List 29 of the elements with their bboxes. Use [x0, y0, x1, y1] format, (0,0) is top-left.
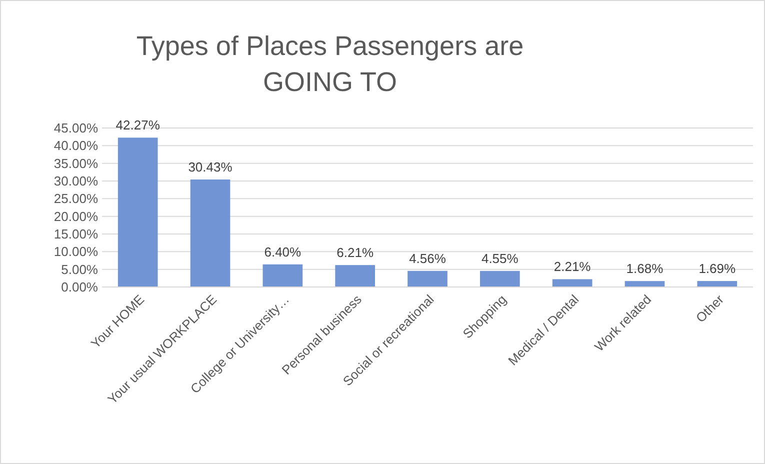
y-tick-label: 5.00% — [61, 262, 98, 277]
data-label: 2.21% — [554, 259, 592, 274]
bar — [262, 264, 303, 287]
bar — [190, 179, 230, 287]
y-tick-label: 0.00% — [61, 280, 98, 295]
chart-title: Types of Places Passengers are GOING TO — [136, 31, 524, 97]
data-label: 6.21% — [336, 245, 374, 260]
bar — [335, 265, 375, 287]
data-label: 1.69% — [698, 261, 736, 276]
bar — [624, 281, 665, 287]
data-label: 4.55% — [481, 250, 519, 266]
bar — [408, 270, 448, 287]
y-tick-label: 35.00% — [54, 156, 98, 171]
y-tick-label: 15.00% — [54, 226, 98, 242]
data-label: 4.56% — [409, 250, 446, 266]
bar — [552, 279, 592, 287]
bar — [697, 281, 738, 287]
data-label: 1.68% — [626, 261, 664, 276]
y-tick-label: 10.00% — [54, 244, 98, 260]
y-tick-label: 20.00% — [54, 208, 98, 224]
bar — [480, 270, 520, 287]
data-label: 42.27% — [116, 118, 160, 133]
y-tick-label: 25.00% — [54, 191, 98, 206]
data-label: 6.40% — [264, 244, 302, 260]
y-tick-label: 45.00% — [54, 120, 98, 136]
data-label: 30.43% — [188, 159, 233, 174]
y-tick-label: 40.00% — [54, 138, 98, 154]
y-tick-label: 30.00% — [54, 174, 98, 189]
bar — [118, 138, 158, 287]
